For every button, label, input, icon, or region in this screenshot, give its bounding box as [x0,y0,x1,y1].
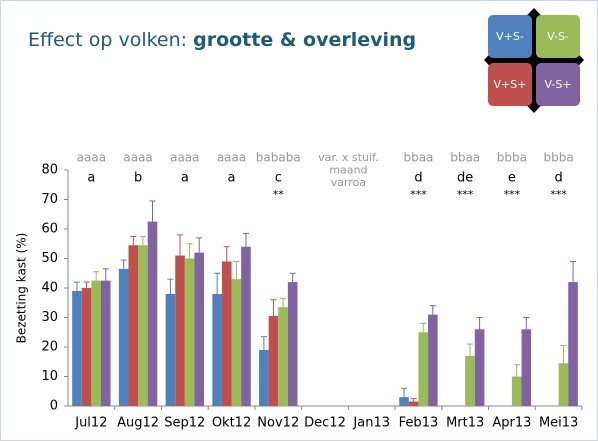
bar [138,245,148,406]
legend-label: V+S+ [494,78,527,91]
bar [287,282,298,406]
group-annotation: de [457,171,473,186]
bar [408,401,419,406]
x-tick-label: Mrt13 [446,416,484,431]
factor-note: var. x stuif. [318,151,378,164]
bar [72,290,82,406]
group-annotation: *** [410,188,427,201]
x-tick-label: Aug12 [117,416,159,431]
bar [268,316,279,406]
x-tick-label: Dec12 [304,416,346,431]
legend-label: V+S- [496,30,524,43]
group-annotation: a [228,171,236,186]
group-annotation: aaaa [170,151,199,165]
x-tick-label: Feb13 [399,416,439,431]
bar [278,307,288,406]
group-annotation: bbba [497,151,527,165]
y-tick-label: 0 [50,399,58,414]
group-annotation: *** [550,188,567,201]
bar [231,279,242,406]
x-tick-label: Sep12 [164,416,205,431]
bar [175,255,185,406]
bar [568,282,578,406]
group-annotation: e [508,171,516,186]
bar [165,293,176,406]
bar [100,280,111,406]
group-annotation: bbaa [403,151,433,165]
group-annotation: d [414,171,422,186]
group-annotation: bababa [256,151,301,165]
bar [147,221,158,406]
legend-label: V-S- [547,30,569,43]
y-tick-label: 80 [41,163,58,178]
bar [474,329,485,406]
legend-swatch [536,15,580,58]
group-annotation: aaaa [217,151,246,165]
group-annotation: aaaa [123,151,152,165]
slide-title: Effect op volken: grootte & overleving [28,29,416,51]
y-tick-label: 30 [41,310,58,325]
y-tick-label: 10 [41,369,58,384]
title-normal: Effect op volken: [28,29,187,51]
bar [81,288,92,406]
x-tick-label: Okt12 [212,416,251,431]
y-tick-label: 20 [41,340,58,355]
group-annotation: bbba [544,151,574,165]
title-bold: grootte & overleving [193,29,416,51]
group-annotation: b [134,171,142,186]
y-axis-label: Bezetting kast (%) [15,233,29,344]
factor-note: maand [329,164,367,177]
y-tick-label: 60 [41,222,58,237]
bar [558,363,569,406]
x-tick-label: Jul12 [74,416,107,431]
group-annotation: c [275,171,282,186]
legend-label: V-S+ [544,78,571,91]
group-annotation: aaaa [77,151,106,165]
legend-swatch [488,15,532,58]
legend-swatch [536,63,580,106]
group-annotation: a [87,171,95,186]
x-tick-label: Jan13 [352,416,390,431]
x-tick-label: Mei13 [539,416,578,431]
x-tick-label: Apr13 [492,416,531,431]
group-annotation: ** [273,188,285,201]
bar [259,349,269,406]
x-tick-label: Nov12 [257,416,299,431]
bar [184,258,195,406]
group-annotation: *** [504,188,521,201]
bar [118,268,129,406]
legend-swatch [488,63,532,106]
bar [418,332,429,406]
bar [428,314,438,406]
y-tick-label: 40 [41,281,58,296]
bar [128,245,139,406]
bar [521,329,532,406]
group-annotation: bbaa [450,151,480,165]
y-tick-label: 70 [41,192,58,207]
bar [212,293,222,406]
bar [241,246,251,406]
bar [399,397,409,406]
y-tick-label: 50 [41,251,58,266]
bar [465,355,475,406]
group-annotation: a [181,171,189,186]
bar [511,376,522,406]
bar [194,252,205,406]
group-annotation: *** [457,188,474,201]
bar [91,280,101,406]
factor-note: varroa [331,176,366,189]
group-annotation: d [555,171,563,186]
bar [221,261,232,406]
